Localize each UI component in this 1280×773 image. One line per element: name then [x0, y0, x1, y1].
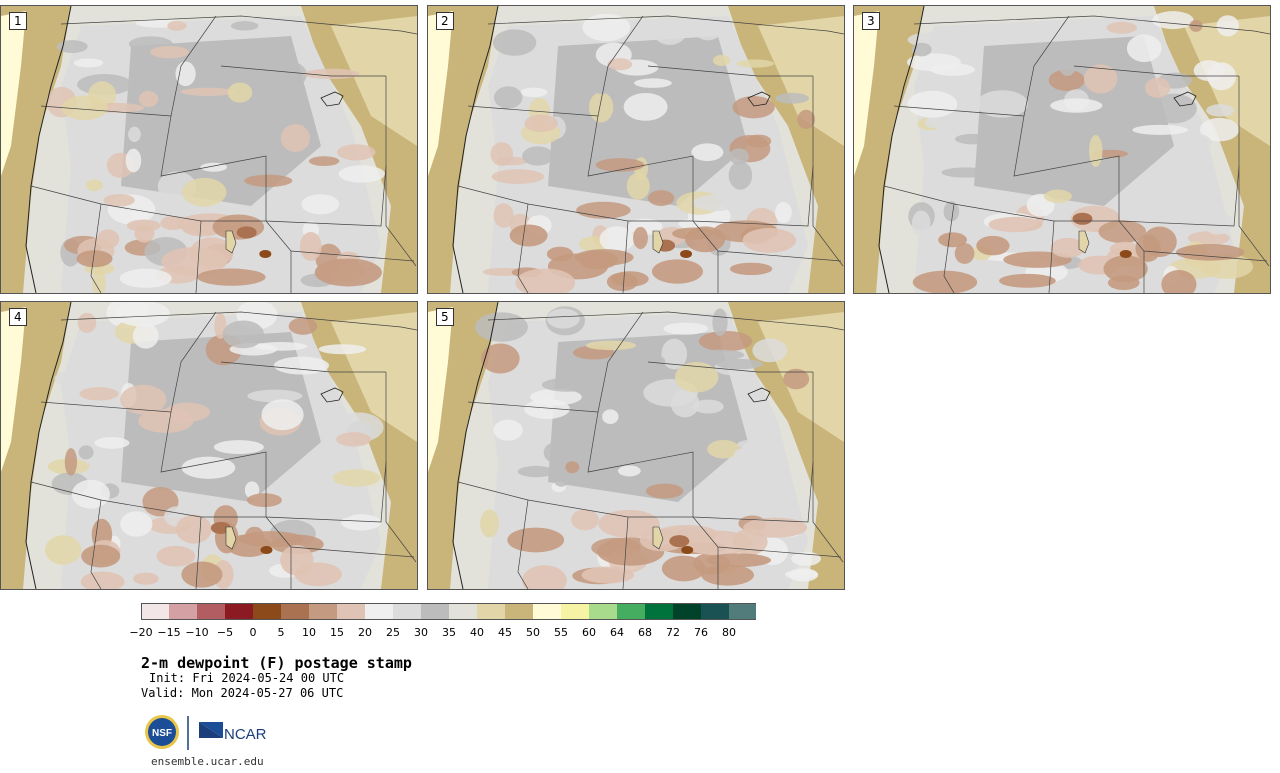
colorbar-segment [393, 603, 421, 620]
colorbar-segment [197, 603, 225, 620]
colorbar-segment [673, 603, 701, 620]
init-time: Init: Fri 2024-05-24 00 UTC [149, 671, 345, 685]
map-panel-2: 2 [427, 5, 845, 294]
nsf-logo-text: NSF [152, 728, 172, 739]
colorbar-tick-label: −5 [216, 626, 234, 639]
colorbar-tick-label: −20 [129, 626, 153, 639]
colorbar-segment [141, 603, 169, 620]
website-url: ensemble.ucar.edu [151, 755, 264, 768]
colorbar-tick-label: −15 [157, 626, 181, 639]
map-panel-1: 1 [0, 5, 418, 294]
colorbar-segment [253, 603, 281, 620]
map-panel-4: 4 [0, 301, 418, 590]
colorbar-segment [477, 603, 505, 620]
colorbar-tick-label: 50 [526, 626, 540, 639]
dewpoint-map [1, 6, 417, 293]
panel-number-label: 5 [436, 308, 454, 326]
dewpoint-colorbar [141, 603, 756, 620]
colorbar-tick-label: 30 [414, 626, 428, 639]
colorbar-tick-label: 60 [582, 626, 596, 639]
colorbar-tick-label: 35 [442, 626, 456, 639]
panel-number-label: 4 [9, 308, 27, 326]
colorbar-tick-label: 20 [358, 626, 372, 639]
colorbar-tick-label: 15 [330, 626, 344, 639]
colorbar-segment [589, 603, 617, 620]
colorbar-segment [169, 603, 197, 620]
colorbar-tick-label: 0 [249, 626, 257, 639]
ncar-logo-text: NCAR [224, 726, 267, 743]
nsf-ncar-logos: NSF NCAR [145, 715, 267, 750]
dewpoint-map [428, 6, 844, 293]
nsf-logo: NSF [145, 715, 179, 749]
colorbar-tick-label: 10 [302, 626, 316, 639]
map-panel-5: 5 [427, 301, 845, 590]
colorbar-segment [225, 603, 253, 620]
colorbar-segment [421, 603, 449, 620]
colorbar-segment [701, 603, 729, 620]
colorbar-segment [365, 603, 393, 620]
colorbar-segment [533, 603, 561, 620]
map-panel-3: 3 [853, 5, 1271, 294]
panel-number-label: 1 [9, 12, 27, 30]
colorbar-tick-label: 55 [554, 626, 568, 639]
panel-number-label: 2 [436, 12, 454, 30]
panel-number-label: 3 [862, 12, 880, 30]
colorbar-segment [309, 603, 337, 620]
colorbar-tick-label: 76 [694, 626, 708, 639]
colorbar-tick-label: 68 [638, 626, 652, 639]
colorbar-segment [281, 603, 309, 620]
colorbar-tick-label: 80 [722, 626, 736, 639]
ncar-logo: NCAR [199, 722, 267, 743]
colorbar-segment [561, 603, 589, 620]
colorbar-tick-label: 25 [386, 626, 400, 639]
colorbar-tick-label: 40 [470, 626, 484, 639]
colorbar-tick-label: −10 [185, 626, 209, 639]
colorbar-segment [449, 603, 477, 620]
colorbar-segment [645, 603, 673, 620]
colorbar-segment [617, 603, 645, 620]
colorbar-tick-label: 72 [666, 626, 680, 639]
plot-title: 2-m dewpoint (F) postage stamp [141, 654, 412, 672]
valid-time: Valid: Mon 2024-05-27 06 UTC [141, 686, 344, 700]
colorbar-segment [337, 603, 365, 620]
dewpoint-map [854, 6, 1270, 293]
colorbar-tick-label: 5 [277, 626, 285, 639]
dewpoint-map [428, 302, 844, 589]
colorbar-segment [729, 603, 756, 620]
colorbar-tick-label: 45 [498, 626, 512, 639]
dewpoint-map [1, 302, 417, 589]
colorbar-tick-label: 64 [610, 626, 624, 639]
colorbar-segment [505, 603, 533, 620]
